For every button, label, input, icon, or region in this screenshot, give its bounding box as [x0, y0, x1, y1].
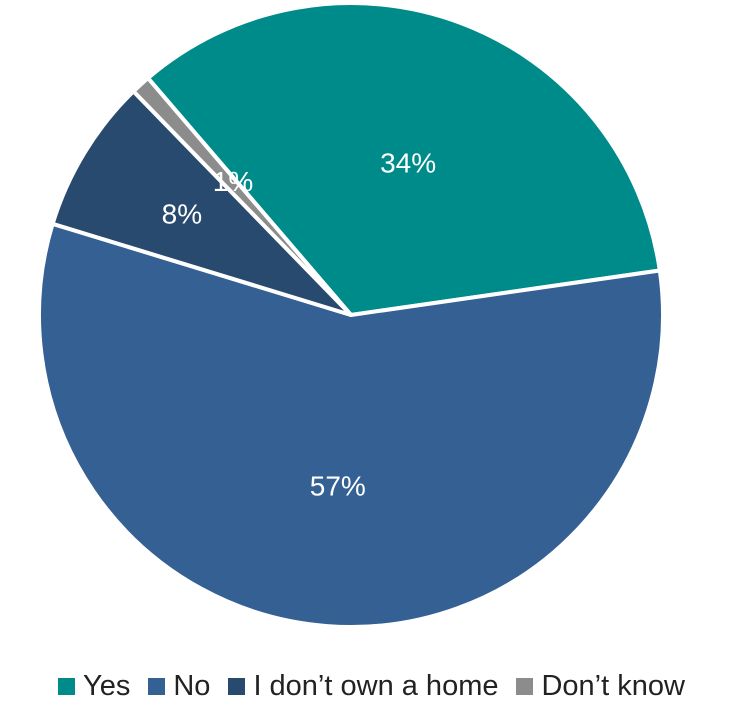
pie-slice-yes [145, 1, 662, 317]
pie-slice-don-t-know [131, 76, 353, 317]
data-label-no: 57% [310, 471, 366, 502]
pie-slice-i-don-t-own-a-home [50, 89, 353, 317]
legend-label: I don’t own a home [253, 669, 499, 702]
pie-data-labels: 34% 57% 8% 1% [162, 148, 436, 502]
data-label-i-don-t-own-a-home: 8% [162, 199, 202, 230]
data-label-don-t-know: 1% [213, 166, 253, 197]
legend-item-yes: Yes [58, 670, 130, 703]
legend-swatch [228, 677, 246, 695]
legend-label: No [173, 669, 211, 702]
legend-label: Don’t know [541, 669, 685, 702]
legend-item-no: No [148, 670, 210, 703]
chart-legend: Yes No I don’t own a home Don’t know [0, 662, 743, 710]
legend-swatch [516, 677, 534, 695]
data-label-yes: 34% [380, 148, 436, 179]
legend-swatch [148, 677, 166, 695]
legend-item-don-t-know: Don’t know [516, 669, 685, 703]
pie-slices [37, 1, 665, 629]
legend-item-i-don-t-own-a-home: I don’t own a home [228, 670, 498, 703]
legend-label: Yes [83, 669, 131, 702]
legend-swatch [58, 677, 76, 695]
pie-slice-no [37, 221, 665, 629]
